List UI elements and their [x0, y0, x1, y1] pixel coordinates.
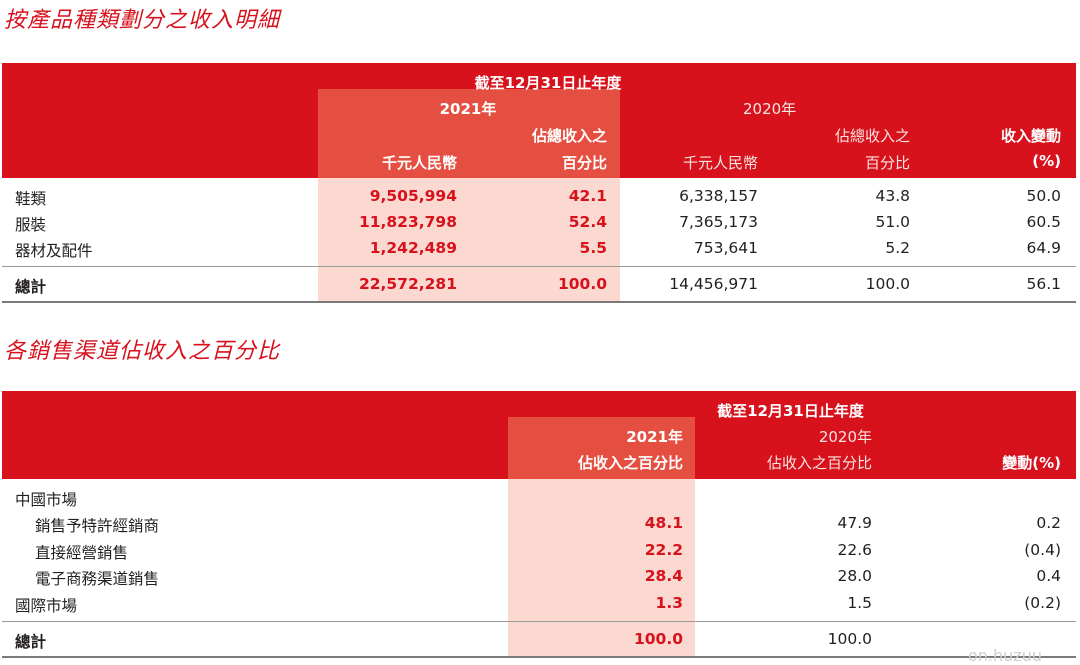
cell-pct-2021: 48.1 [644, 514, 683, 532]
table1-bottom-rule [2, 301, 1076, 303]
section-title-revenue-by-product: 按產品種類劃分之收入明細 [4, 8, 281, 33]
row-label: 中國市場 [15, 491, 78, 509]
table2-year-2021: 2021年 [626, 428, 683, 446]
table2-total-divider [2, 621, 1076, 622]
cell-pct-2020: 43.8 [875, 187, 910, 205]
cell-pct-2020: 22.6 [837, 541, 872, 559]
table1-year-2020: 2020年 [743, 100, 797, 118]
cell-change: 0.2 [1036, 514, 1061, 532]
cell-rmb-2020: 6,338,157 [679, 187, 758, 205]
total-pct-2021: 100.0 [633, 630, 683, 648]
cell-rmb-2020: 753,641 [693, 239, 758, 257]
section-title-revenue-by-channel: 各銷售渠道佔收入之百分比 [4, 339, 281, 364]
row-label: 電子商務渠道銷售 [35, 570, 160, 588]
table1-2020-rmb-header: 千元人民幣 [682, 154, 758, 172]
row-label: 銷售予特許經銷商 [35, 517, 160, 535]
cell-rmb-2021: 1,242,489 [369, 239, 457, 257]
total-label: 總計 [15, 633, 47, 651]
table1-2021-rmb-header: 千元人民幣 [381, 154, 457, 172]
table2-year-2020: 2020年 [818, 428, 872, 446]
row-label: 器材及配件 [15, 242, 93, 260]
total-change: 56.1 [1026, 275, 1061, 293]
table1-change-header-line2: (%) [1032, 152, 1061, 170]
table1-2021-column-highlight [318, 178, 620, 302]
cell-change: (0.2) [1024, 594, 1061, 612]
table1-2020-pct-header-line2: 百分比 [864, 154, 910, 172]
cell-rmb-2021: 11,823,798 [358, 213, 457, 231]
total-rmb-2021: 22,572,281 [358, 275, 457, 293]
cell-pct-2021: 22.2 [644, 541, 683, 559]
cell-pct-2020: 5.2 [885, 239, 910, 257]
total-label: 總計 [15, 278, 47, 296]
cell-change: 50.0 [1026, 187, 1061, 205]
table1-total-divider [2, 266, 1076, 267]
table1-change-header-line1: 收入變動 [1000, 127, 1061, 145]
table2-2021-header-highlight [508, 417, 695, 479]
table2-2021-pct-header: 佔收入之百分比 [577, 454, 683, 472]
table2-change-header: 變動(%) [1002, 454, 1061, 472]
table1-2020-pct-header-line1: 佔總收入之 [834, 127, 910, 145]
table1-2021-pct-header-line1: 佔總收入之 [531, 127, 607, 145]
cell-pct-2021: 1.3 [655, 594, 683, 612]
cell-change: 0.4 [1036, 567, 1061, 585]
total-pct-2020: 100.0 [827, 630, 872, 648]
cell-pct-2021: 5.5 [579, 239, 607, 257]
table2-2021-column-highlight [508, 479, 695, 657]
row-label: 鞋類 [15, 190, 47, 208]
total-pct-2020: 100.0 [865, 275, 910, 293]
cell-pct-2021: 52.4 [568, 213, 607, 231]
table1-2021-pct-header-line2: 百分比 [561, 154, 607, 172]
cell-rmb-2020: 7,365,173 [679, 213, 758, 231]
cell-change: 64.9 [1026, 239, 1061, 257]
table1-period-label: 截至12月31日止年度 [474, 74, 622, 92]
row-label: 國際市場 [15, 597, 78, 615]
cell-pct-2020: 51.0 [875, 213, 910, 231]
table2-bottom-rule [2, 656, 1076, 658]
cell-pct-2020: 47.9 [837, 514, 872, 532]
cell-pct-2020: 1.5 [847, 594, 872, 612]
table1-2021-header-highlight [318, 89, 620, 178]
table2-period-label: 截至12月31日止年度 [717, 402, 864, 420]
watermark-text: on.huzuu [968, 646, 1042, 665]
cell-pct-2021: 28.4 [644, 567, 683, 585]
table2-2020-pct-header: 佔收入之百分比 [766, 454, 872, 472]
total-pct-2021: 100.0 [557, 275, 607, 293]
cell-change: 60.5 [1026, 213, 1061, 231]
row-label: 直接經營銷售 [35, 544, 129, 562]
row-label: 服裝 [15, 216, 47, 234]
cell-change: (0.4) [1024, 541, 1061, 559]
cell-rmb-2021: 9,505,994 [369, 187, 457, 205]
cell-pct-2021: 42.1 [568, 187, 607, 205]
cell-pct-2020: 28.0 [837, 567, 872, 585]
total-rmb-2020: 14,456,971 [669, 275, 758, 293]
table1-year-2021: 2021年 [439, 100, 497, 118]
